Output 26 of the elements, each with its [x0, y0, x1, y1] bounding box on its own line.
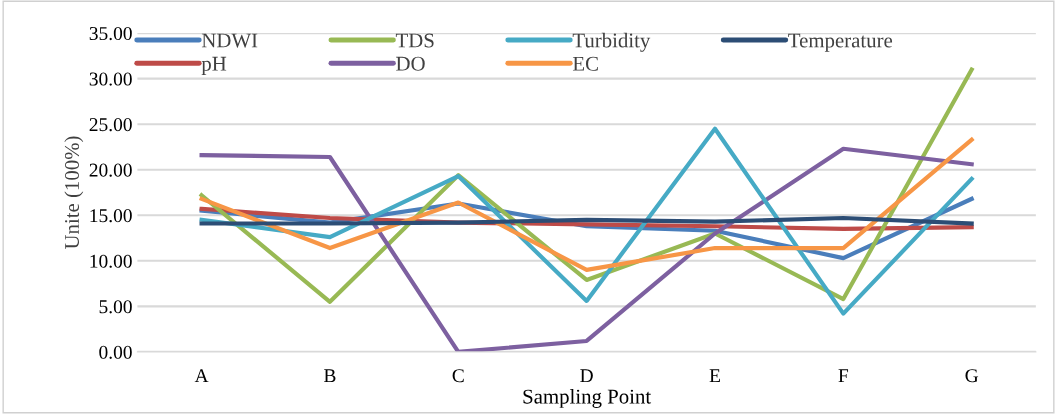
x-tick-label: C: [452, 369, 464, 383]
x-tick-label: F: [838, 369, 849, 383]
legend-label: TDS: [395, 33, 434, 48]
legend-label: pH: [201, 56, 227, 75]
line-series: [199, 146, 974, 352]
y-tick-label: 15.00: [90, 209, 132, 223]
x-axis-title: Sampling Point: [523, 388, 652, 408]
legend-label: EC: [572, 56, 598, 71]
x-tick-label: E: [709, 369, 720, 383]
y-tick-label: 25.00: [89, 118, 132, 132]
x-tick-label: A: [194, 369, 209, 383]
y-tick-label: 35.00: [89, 26, 132, 41]
x-tick-label: B: [324, 369, 336, 383]
x-tick-label: G: [965, 369, 979, 383]
legend-label: Temperature: [788, 33, 893, 52]
x-tick-label: D: [580, 369, 593, 383]
y-tick-label: 0.00: [99, 345, 132, 359]
y-tick-label: 10.00: [90, 254, 132, 268]
line-series: [199, 137, 974, 273]
y-tick-label: 5.00: [99, 300, 132, 314]
y-axis-title: Unite (100%): [64, 136, 84, 250]
legend-label: Turbidity: [572, 32, 651, 52]
y-tick-label: 30.00: [89, 72, 132, 86]
legend-label: DO: [396, 56, 425, 71]
legend-label: NDWI: [201, 33, 258, 48]
y-tick-label: 20.00: [89, 163, 132, 177]
